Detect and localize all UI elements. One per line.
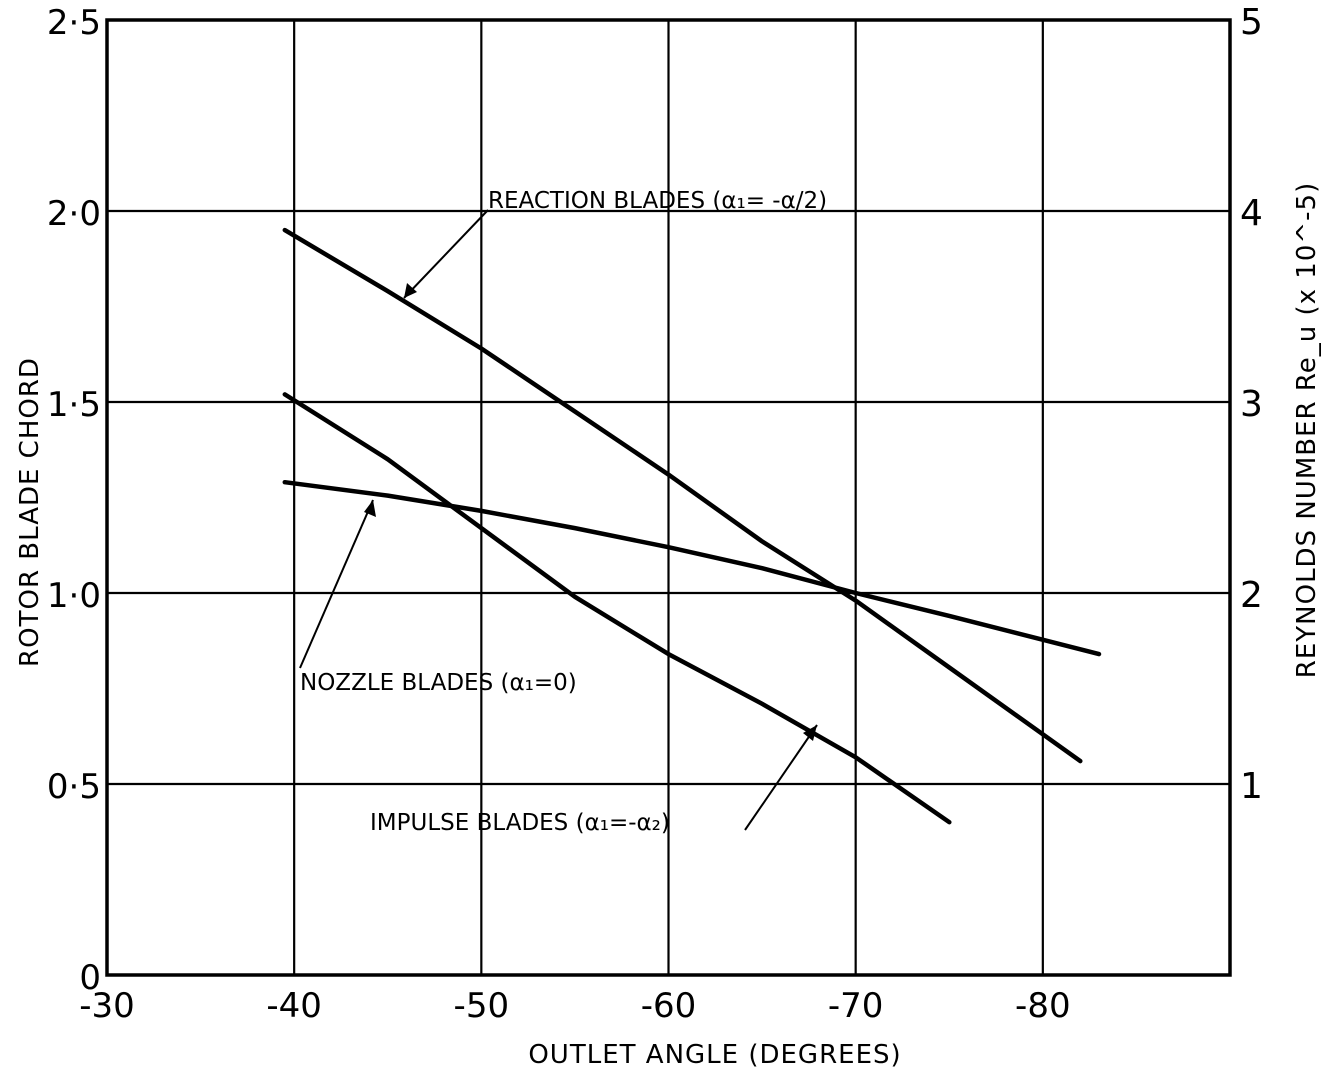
- y-axis-label: ROTOR BLADE CHORD: [15, 357, 45, 667]
- x-tick-label: -60: [641, 986, 697, 1026]
- x-axis-label: OUTLET ANGLE (DEGREES): [528, 1040, 901, 1070]
- y-tick-label: 1·0: [47, 576, 101, 616]
- arrowhead-reaction: [404, 283, 417, 298]
- tick-labels: -30 -40 -50 -60 -70 -80 0 0·5 1·0 1·5 2·0 2·5 1 2 3 4 5: [47, 2, 1263, 1026]
- x-tick-label: -40: [266, 986, 322, 1026]
- leader-reaction: [403, 209, 489, 299]
- y-tick-label: 1·5: [47, 385, 101, 425]
- grid: [107, 20, 1230, 975]
- arrowhead-nozzle: [364, 500, 376, 517]
- annotation-nozzle: NOZZLE BLADES (α₁=0): [300, 670, 577, 696]
- leader-impulse: [744, 724, 818, 831]
- x-tick-label: -80: [1015, 986, 1071, 1026]
- y2-tick-label: 1: [1240, 766, 1263, 807]
- arrowhead-impulse: [803, 725, 817, 741]
- series-lines: [282, 227, 1102, 825]
- plot-border: [105, 18, 1232, 977]
- y-tick-label: 0: [79, 958, 101, 998]
- series-line-2: [282, 392, 952, 825]
- x-tick-label: -70: [828, 986, 884, 1026]
- y2-tick-label: 5: [1240, 2, 1263, 43]
- y-tick-label: 0·5: [47, 767, 101, 807]
- leader-nozzle: [299, 499, 374, 669]
- series-line-0: [282, 227, 1083, 764]
- y-tick-label: 2·5: [47, 3, 101, 43]
- y2-axis-label: REYNOLDS NUMBER Re_u (x 10^-5): [1292, 182, 1322, 678]
- series-line-1: [282, 479, 1102, 657]
- y2-tick-label: 2: [1240, 575, 1263, 616]
- y2-tick-label: 4: [1240, 193, 1263, 234]
- x-tick-label: -50: [454, 986, 510, 1026]
- x-tick-label: -30: [79, 986, 135, 1026]
- y2-tick-label: 3: [1240, 384, 1263, 425]
- y-tick-label: 2·0: [47, 194, 101, 234]
- annotation-impulse: IMPULSE BLADES (α₁=-α₂): [370, 810, 670, 836]
- annotation-reaction: REACTION BLADES (α₁= -α/2): [488, 188, 827, 214]
- plot-frame: [105, 18, 1232, 977]
